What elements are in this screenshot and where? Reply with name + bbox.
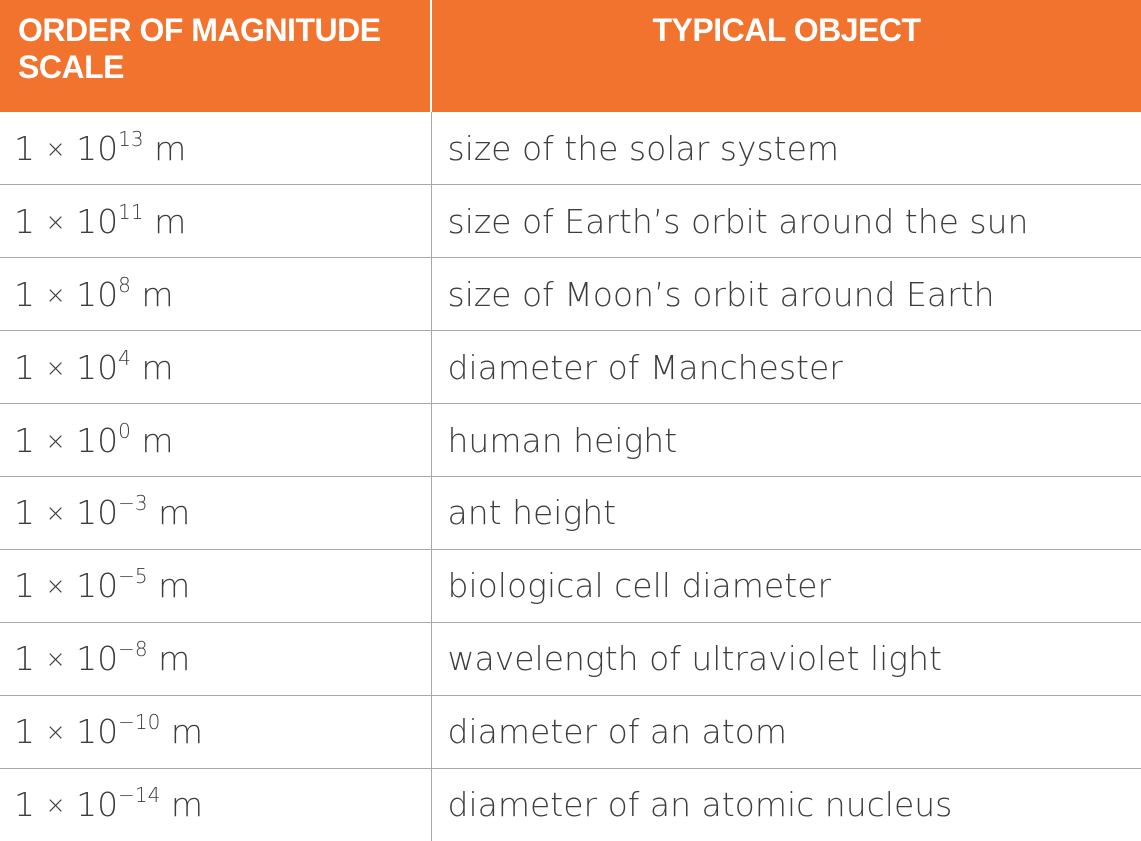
coefficient: 1	[14, 785, 35, 825]
base: 10	[76, 128, 119, 168]
multiplication-sign: ×	[45, 426, 66, 455]
table-row: 1 × 10−3 m ant height	[0, 476, 1141, 550]
table-row: 1 × 1011 m size of Earth’s orbit around t…	[0, 184, 1141, 259]
exponent: −3	[118, 491, 148, 516]
coefficient: 1	[14, 347, 35, 387]
magnitude-scale-cell: 1 × 104 m	[0, 330, 432, 405]
magnitude-scale-cell: 1 × 10−14 m	[0, 768, 432, 841]
typical-object-cell: wavelength of ultraviolet light	[431, 622, 1141, 696]
table-row: 1 × 10−8 m wavelength of ultraviolet ligh…	[0, 622, 1141, 696]
exponent: 11	[118, 199, 144, 224]
multiplication-sign: ×	[45, 499, 66, 528]
header-order-of-magnitude-scale: ORDER OF MAGNITUDE SCALE	[0, 0, 432, 112]
header-row: ORDER OF MAGNITUDE SCALE TYPICAL OBJECT	[0, 0, 1141, 112]
exponent: 13	[118, 126, 144, 151]
coefficient: 1	[14, 420, 35, 460]
multiplication-sign: ×	[45, 280, 66, 309]
exponent: 0	[118, 418, 131, 443]
base: 10	[76, 201, 119, 241]
coefficient: 1	[14, 566, 35, 606]
base: 10	[76, 639, 119, 679]
multiplication-sign: ×	[45, 645, 66, 674]
magnitude-scale-cell: 1 × 10−3 m	[0, 476, 432, 550]
table-row: 1 × 10−14 m diameter of an atomic nucleus	[0, 768, 1141, 841]
typical-object-cell: ant height	[431, 476, 1141, 550]
unit: m	[154, 201, 187, 241]
typical-object-cell: diameter of Manchester	[431, 330, 1141, 405]
table-body: 1 × 1013 m size of the solar system 1 × 10…	[0, 112, 1141, 841]
unit: m	[141, 420, 174, 460]
magnitude-scale-cell: 1 × 10−10 m	[0, 695, 432, 769]
coefficient: 1	[14, 128, 35, 168]
unit: m	[158, 639, 191, 679]
typical-object-cell: size of the solar system	[431, 112, 1141, 186]
base: 10	[76, 420, 119, 460]
multiplication-sign: ×	[45, 718, 66, 747]
exponent: −8	[118, 637, 148, 662]
multiplication-sign: ×	[45, 207, 66, 236]
base: 10	[76, 274, 119, 314]
typical-object-cell: diameter of an atom	[431, 695, 1141, 769]
coefficient: 1	[14, 274, 35, 314]
unit: m	[141, 274, 174, 314]
coefficient: 1	[14, 493, 35, 533]
unit: m	[154, 128, 187, 168]
header-typical-object: TYPICAL OBJECT	[431, 0, 1141, 112]
multiplication-sign: ×	[45, 353, 66, 382]
unit: m	[170, 785, 203, 825]
typical-object-cell: biological cell diameter	[431, 549, 1141, 623]
base: 10	[76, 347, 119, 387]
base: 10	[76, 493, 119, 533]
multiplication-sign: ×	[45, 134, 66, 163]
base: 10	[76, 785, 119, 825]
table-row: 1 × 108 m size of Moon’s orbit around Ear…	[0, 257, 1141, 332]
typical-object-cell: diameter of an atomic nucleus	[447, 785, 953, 825]
exponent: −14	[118, 783, 161, 808]
multiplication-sign: ×	[45, 572, 66, 601]
magnitude-scale-cell: 1 × 10−5 m	[0, 549, 432, 623]
base: 10	[76, 566, 119, 606]
magnitude-scale-cell: 1 × 1011 m	[0, 184, 432, 259]
table-row: 1 × 10−10 m diameter of an atom	[0, 695, 1141, 769]
magnitude-scale-cell: 1 × 100 m	[0, 403, 432, 477]
table-row: 1 × 104 m diameter of Manchester	[0, 330, 1141, 405]
coefficient: 1	[14, 201, 35, 241]
table-row: 1 × 10−5 m biological cell diameter	[0, 549, 1141, 623]
magnitude-scale-cell: 1 × 1013 m	[0, 112, 432, 186]
unit: m	[170, 712, 203, 752]
exponent: −10	[118, 710, 161, 735]
typical-object-cell: human height	[431, 403, 1141, 477]
unit: m	[158, 566, 191, 606]
base: 10	[76, 712, 119, 752]
table-row: 1 × 100 m human height	[0, 403, 1141, 477]
unit: m	[141, 347, 174, 387]
typical-object-cell: size of Earth’s orbit around the sun	[431, 184, 1141, 259]
coefficient: 1	[14, 712, 35, 752]
typical-object-cell: size of Moon’s orbit around Earth	[431, 257, 1141, 332]
multiplication-sign: ×	[45, 791, 66, 820]
table-row: 1 × 1013 m size of the solar system	[0, 112, 1141, 186]
table-header: ORDER OF MAGNITUDE SCALE TYPICAL OBJECT	[0, 0, 1141, 112]
magnitude-scale-cell: 1 × 10−8 m	[0, 622, 432, 696]
exponent: −5	[118, 564, 148, 589]
coefficient: 1	[14, 639, 35, 679]
magnitude-scale-cell: 1 × 108 m	[0, 257, 432, 332]
exponent: 4	[118, 345, 131, 370]
exponent: 8	[118, 272, 131, 297]
unit: m	[158, 493, 191, 533]
